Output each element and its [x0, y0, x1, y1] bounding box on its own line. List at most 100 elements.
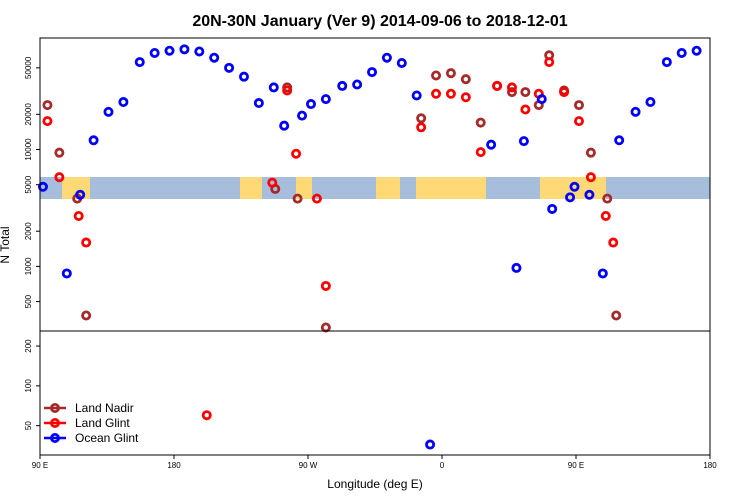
point-land-nadir	[611, 310, 622, 321]
point-ocean-glint	[676, 47, 687, 58]
x-axis-label: Longitude (deg E)	[327, 477, 422, 491]
point-ocean-glint	[75, 189, 86, 200]
legend-label: Land Glint	[75, 416, 130, 430]
point-land-glint	[460, 92, 471, 103]
point-ocean-glint	[645, 97, 656, 108]
point-ocean-glint	[118, 97, 129, 108]
point-ocean-glint	[597, 268, 608, 279]
point-land-glint	[600, 210, 611, 221]
point-ocean-glint	[691, 45, 702, 56]
point-ocean-glint	[569, 181, 580, 192]
point-land-glint	[201, 410, 212, 421]
point-land-glint	[431, 88, 442, 99]
point-land-glint	[492, 80, 503, 91]
point-land-glint	[73, 210, 84, 221]
y-tick-label: 500	[24, 294, 33, 308]
point-land-glint	[416, 122, 427, 133]
legend-marker	[50, 417, 61, 428]
legend-label: Land Nadir	[75, 401, 134, 415]
x-tick-label: 90 E	[32, 461, 48, 470]
point-land-nadir	[292, 193, 303, 204]
x-tick-label: 90 W	[299, 461, 318, 470]
x-tick-label: 180	[167, 461, 181, 470]
y-axis-label: N Total	[0, 226, 12, 263]
y-axis-upper: 500 1000 2000 5000 10000 20000 50000	[24, 56, 40, 308]
point-ocean-glint	[279, 120, 290, 131]
point-land-nadir	[475, 117, 486, 128]
point-land-glint	[573, 116, 584, 127]
point-land-nadir	[42, 100, 53, 111]
data-points	[37, 44, 702, 450]
point-land-glint	[608, 237, 619, 248]
point-ocean-glint	[518, 136, 529, 147]
map-land	[416, 177, 486, 199]
y-axis-lower: 50 100 200	[24, 339, 40, 430]
legend-marker	[50, 432, 61, 443]
point-land-nadir	[416, 113, 427, 124]
point-land-glint	[475, 147, 486, 158]
y-tick-label: 50000	[24, 56, 33, 79]
point-land-glint	[291, 148, 302, 159]
point-land-glint	[506, 82, 517, 93]
point-land-glint	[585, 172, 596, 183]
point-ocean-glint	[134, 57, 145, 68]
y-tick-label: 20000	[24, 103, 33, 126]
point-land-nadir	[320, 322, 331, 333]
point-ocean-glint	[61, 268, 72, 279]
point-land-glint	[311, 193, 322, 204]
point-land-nadir	[81, 310, 92, 321]
y-tick-label: 100	[24, 379, 33, 393]
y-tick-label: 10000	[24, 138, 33, 161]
x-tick-label: 0	[440, 461, 445, 470]
point-land-glint	[544, 57, 555, 68]
plot-frame	[39, 37, 711, 456]
point-ocean-glint	[209, 52, 220, 63]
point-ocean-glint	[268, 82, 279, 93]
point-land-glint	[520, 104, 531, 115]
map-land	[296, 177, 312, 199]
point-ocean-glint	[88, 135, 99, 146]
point-land-glint	[282, 85, 293, 96]
point-ocean-glint	[367, 67, 378, 78]
y-tick-label: 50	[24, 421, 33, 430]
chart-title: 20N-30N January (Ver 9) 2014-09-06 to 20…	[192, 13, 567, 30]
point-ocean-glint	[630, 106, 641, 117]
world-map-band	[40, 177, 710, 199]
y-tick-label: 5000	[24, 175, 33, 193]
point-land-glint	[559, 87, 570, 98]
point-land-nadir	[506, 87, 517, 98]
point-land-glint	[267, 177, 278, 188]
legend-marker	[50, 402, 61, 413]
point-ocean-glint	[238, 71, 249, 82]
point-ocean-glint	[37, 181, 48, 192]
point-land-nadir	[585, 147, 596, 158]
point-ocean-glint	[381, 52, 392, 63]
point-ocean-glint	[164, 45, 175, 56]
y-tick-label: 200	[24, 339, 33, 353]
point-land-nadir	[460, 74, 471, 85]
point-ocean-glint	[320, 94, 331, 105]
point-land-glint	[81, 237, 92, 248]
point-ocean-glint	[297, 110, 308, 121]
y-tick-label: 2000	[24, 222, 33, 240]
point-ocean-glint	[536, 94, 547, 105]
x-tick-label: 180	[703, 461, 717, 470]
point-ocean-glint	[584, 189, 595, 200]
y-tick-label: 1000	[24, 257, 33, 275]
point-ocean-glint	[103, 106, 114, 117]
point-ocean-glint	[224, 62, 235, 73]
point-ocean-glint	[486, 139, 497, 150]
x-axis: 90 E 180 90 W 0 90 E 180	[32, 455, 717, 470]
point-land-nadir	[431, 70, 442, 81]
map-land	[540, 177, 606, 199]
point-land-glint	[42, 116, 53, 127]
point-ocean-glint	[337, 80, 348, 91]
map-land	[240, 177, 262, 199]
point-land-nadir	[602, 193, 613, 204]
point-ocean-glint	[194, 46, 205, 57]
point-ocean-glint	[661, 57, 672, 68]
point-land-nadir	[54, 147, 65, 158]
point-land-nadir	[445, 68, 456, 79]
point-ocean-glint	[179, 44, 190, 55]
